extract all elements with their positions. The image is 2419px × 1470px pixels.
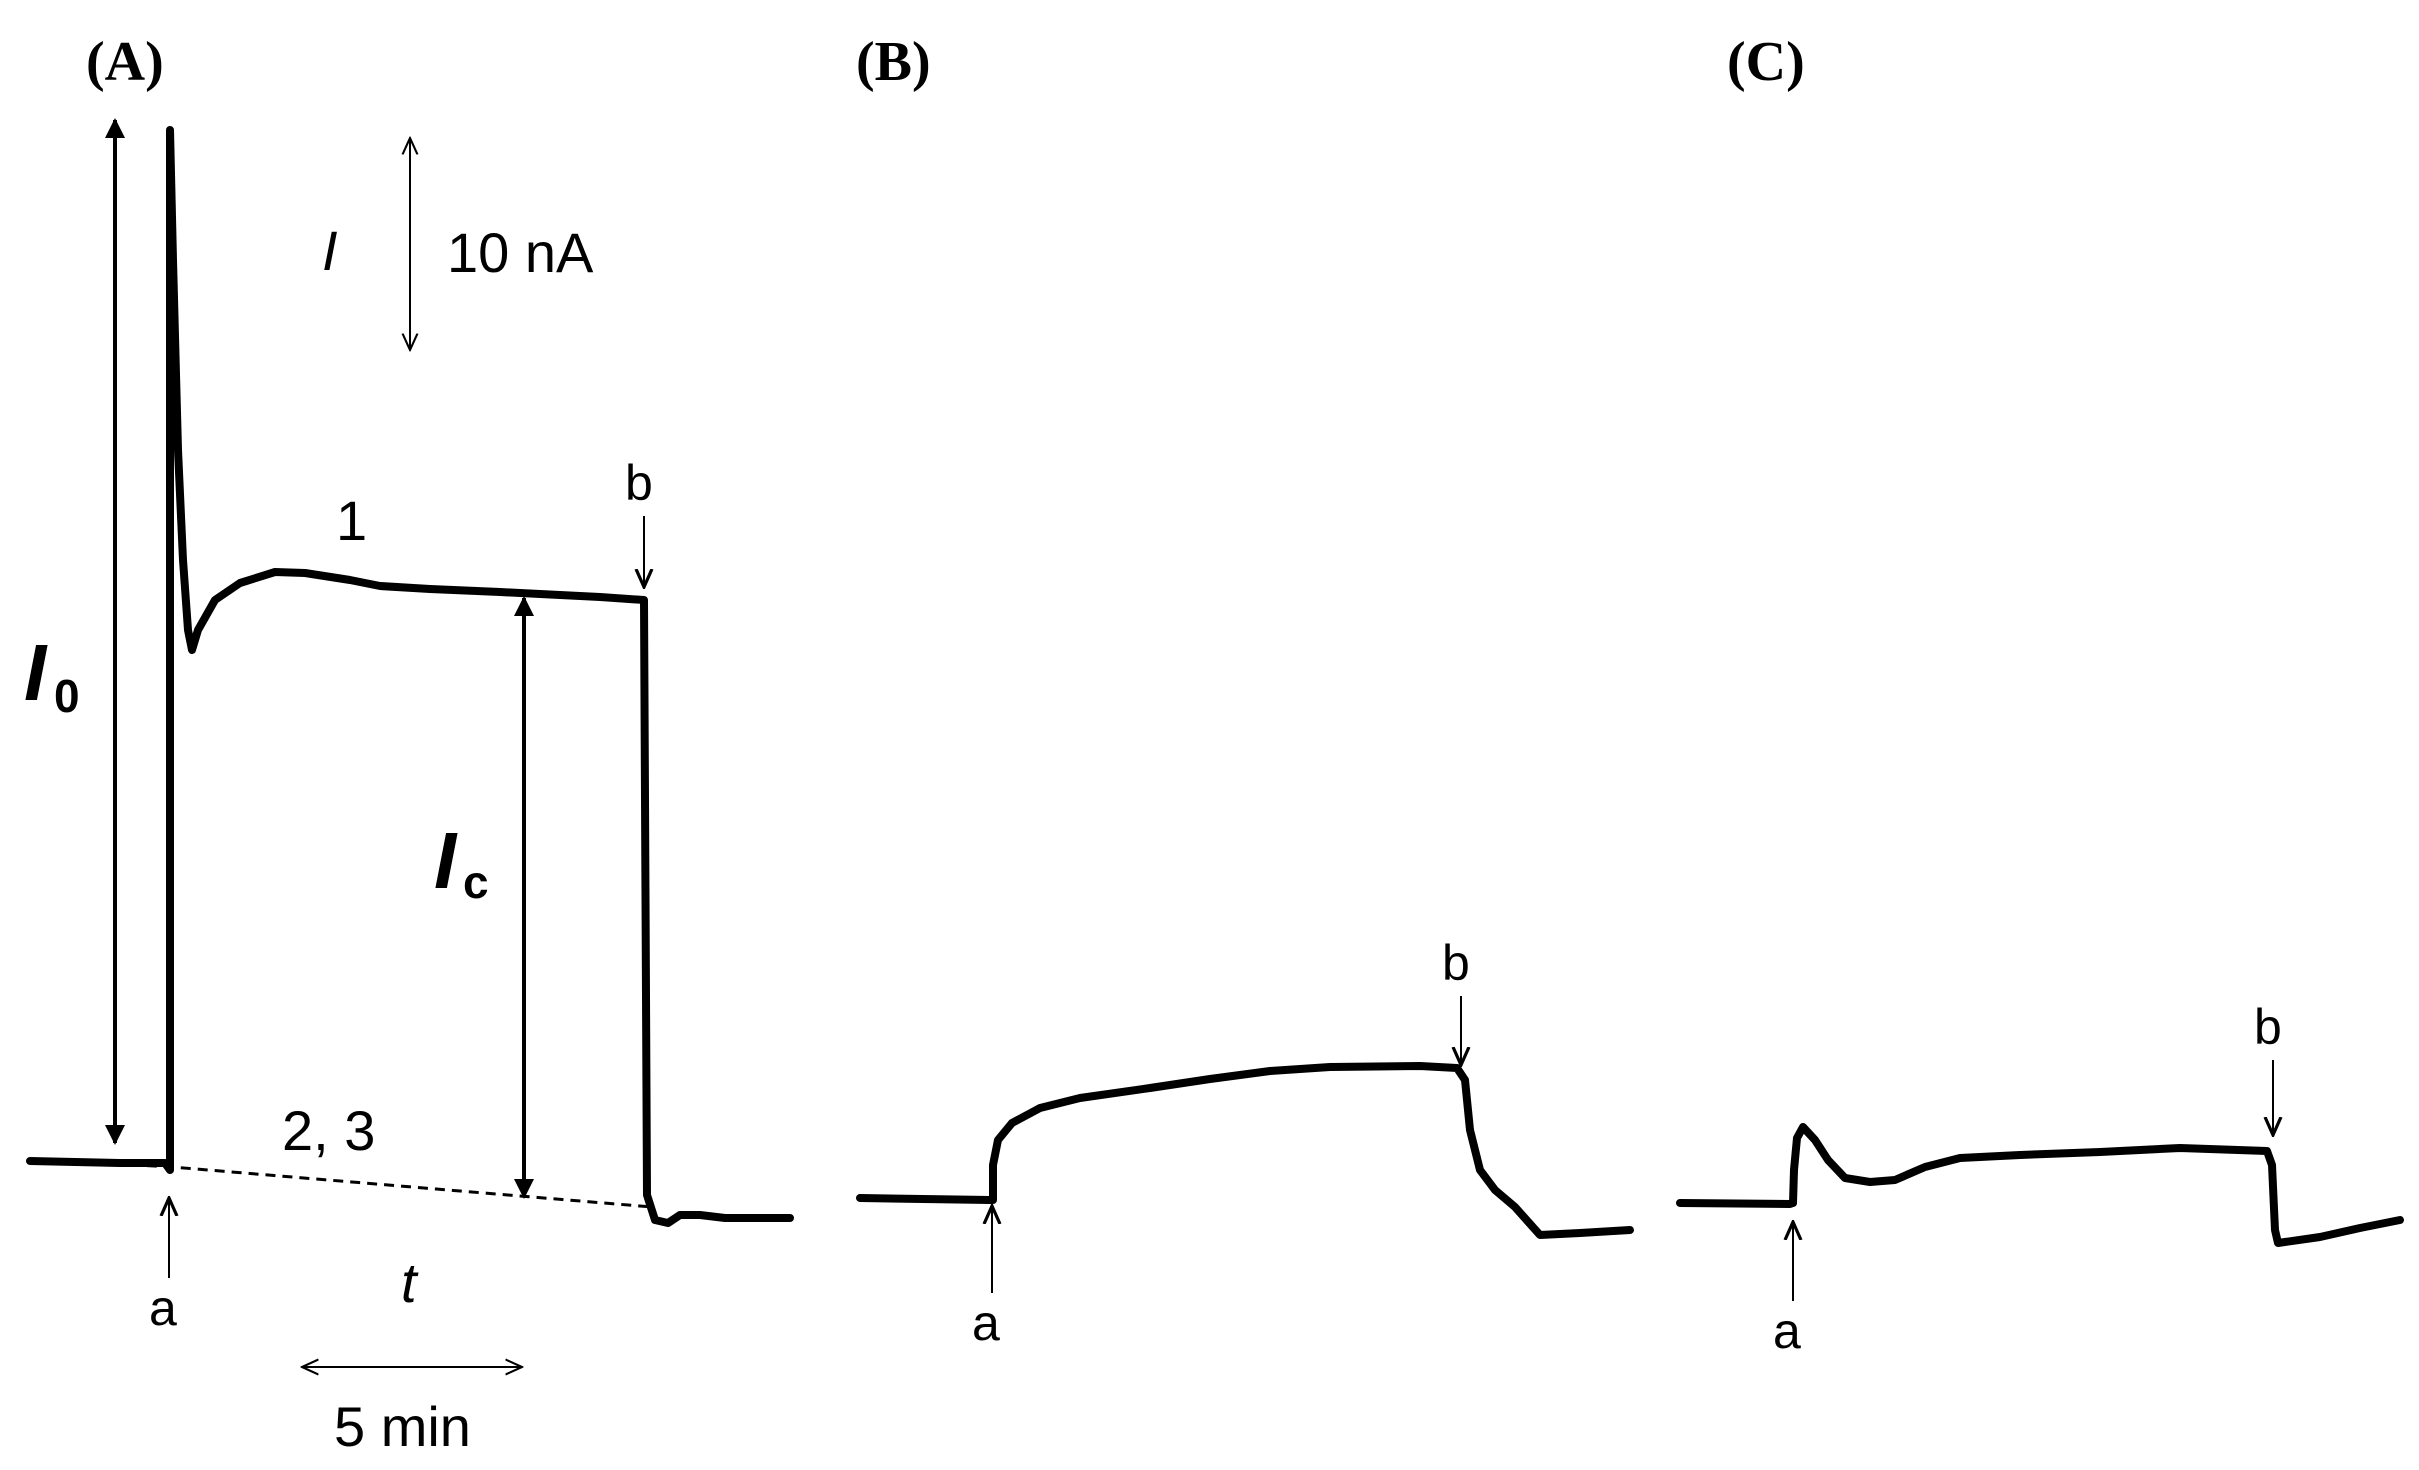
marker-b-label-a: b (625, 455, 653, 511)
trace-2-3 (44, 1158, 653, 1209)
panel-label-b: (B) (856, 31, 931, 93)
marker-a-label-a: a (149, 1280, 177, 1336)
trace-1 (26, 126, 794, 1227)
trace-c (1676, 1123, 2404, 1247)
marker-b-label-c: b (2254, 999, 2282, 1055)
panel-b: (B) b a (856, 31, 1634, 1351)
panel-a: (A) I 0 I 10 nA 2, 3 1 I c b a t 5 min (24, 31, 794, 1458)
current-scale-value: 10 nA (447, 221, 594, 284)
panel-label-c: (C) (1727, 31, 1805, 93)
i0-label: I (24, 628, 48, 717)
marker-a-label-c: a (1773, 1303, 1801, 1359)
time-scale-symbol: t (401, 1251, 419, 1314)
current-scale-symbol: I (322, 219, 338, 282)
time-scale-value: 5 min (334, 1395, 471, 1458)
series-label-1: 1 (336, 489, 367, 552)
panel-label-a: (A) (86, 31, 164, 93)
marker-b-label-b: b (1442, 935, 1470, 991)
i0-subscript: 0 (54, 670, 80, 722)
trace-b (856, 1062, 1634, 1239)
panel-c: (C) b a (1676, 31, 2404, 1359)
marker-a-label-b: a (972, 1295, 1000, 1351)
ic-label: I (434, 816, 458, 905)
series-label-2-3: 2, 3 (282, 1099, 375, 1162)
ic-subscript: c (463, 856, 489, 908)
